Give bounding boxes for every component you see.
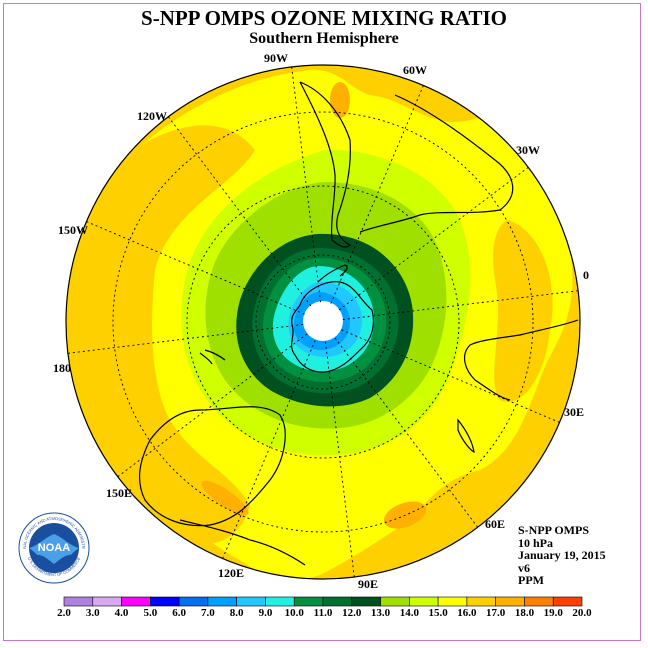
- coast-south-america: [299, 81, 352, 248]
- color-scale-tick-label: 20.0: [572, 607, 592, 619]
- lon-label-120w: 120W: [137, 109, 167, 123]
- color-scale-tick-label: 19.0: [543, 607, 563, 619]
- info-pressure: 10 hPa: [518, 535, 554, 550]
- color-scale-tick-label: 13.0: [370, 607, 391, 619]
- page-frame: [3, 3, 641, 641]
- field-base-right: [493, 220, 553, 402]
- info-date: January 19, 2015: [518, 548, 606, 562]
- lon-label-60e: 60E: [485, 517, 506, 531]
- color-scale-tick-label: 9.0: [258, 607, 273, 619]
- coastlines: [139, 81, 579, 566]
- color-scale-tick-label: 12.0: [342, 607, 362, 619]
- color-scale-tick-label: 18.0: [514, 607, 535, 619]
- latitude-circles: [112, 111, 534, 533]
- color-scale-tick-label: 6.0: [172, 607, 186, 619]
- map-title: S-NPP OMPS OZONE MIXING RATIO: [141, 6, 507, 30]
- color-scale-tick-label: 3.0: [85, 607, 100, 619]
- color-scale-tick-label: 7.0: [201, 607, 215, 619]
- lon-label-90w: 90W: [264, 51, 288, 65]
- lon-label-120e: 120E: [218, 566, 245, 580]
- coast-africa: [463, 319, 579, 401]
- color-scale-tick-label: 16.0: [457, 607, 477, 619]
- coast-antarctica: [290, 281, 375, 373]
- pole-missing-data: [303, 301, 343, 341]
- noaa-logo: NOAA NATIONAL OCEANIC AND ATMOSPHERIC AD…: [18, 512, 90, 584]
- lon-label-180: 180: [53, 361, 71, 375]
- info-instrument: S-NPP OMPS: [518, 523, 589, 537]
- info-version: v6: [518, 560, 530, 575]
- color-scale-tick-label: 2.0: [57, 607, 71, 619]
- color-scale-tick-label: 4.0: [114, 607, 129, 619]
- coast-madagascar: [457, 418, 475, 454]
- lon-label-60w: 60W: [403, 63, 427, 77]
- lon-label-30e: 30E: [564, 405, 585, 419]
- coast-indonesia: [179, 519, 306, 566]
- coast-south-america-east: [359, 94, 514, 233]
- info-block: S-NPP OMPS 10 hPa January 19, 2015 v6 PP…: [518, 524, 606, 587]
- map-subtitle: Southern Hemisphere: [249, 30, 399, 47]
- field-patch-17-a: [330, 82, 350, 118]
- color-scale-tick-label: 14.0: [399, 607, 419, 619]
- color-scale-tick-label: 17.0: [486, 607, 506, 619]
- color-scale-tick-label: 15.0: [428, 607, 448, 619]
- lon-label-90e: 90E: [358, 577, 379, 591]
- map-disk-outline: [65, 64, 581, 580]
- color-scale-tick-label: 11.0: [313, 607, 333, 619]
- field-base-left: [66, 125, 255, 544]
- lon-label-30w: 30W: [516, 143, 540, 157]
- coast-antarctic-peninsula: [317, 264, 348, 283]
- color-scale-tick-label: 8.0: [229, 607, 244, 619]
- noaa-logo-text: NOAA: [38, 542, 70, 554]
- coast-new-zealand: [199, 349, 226, 365]
- color-scale-tick-label: 10.0: [284, 607, 304, 619]
- info-units: PPM: [518, 573, 544, 587]
- coast-australia: [139, 406, 286, 527]
- lon-label-150e: 150E: [106, 486, 133, 500]
- color-scale-tick-label: 5.0: [143, 607, 158, 619]
- lon-label-150w: 150W: [58, 223, 88, 237]
- lon-label-0: 0: [583, 268, 589, 282]
- field-patch-17-c: [201, 480, 249, 516]
